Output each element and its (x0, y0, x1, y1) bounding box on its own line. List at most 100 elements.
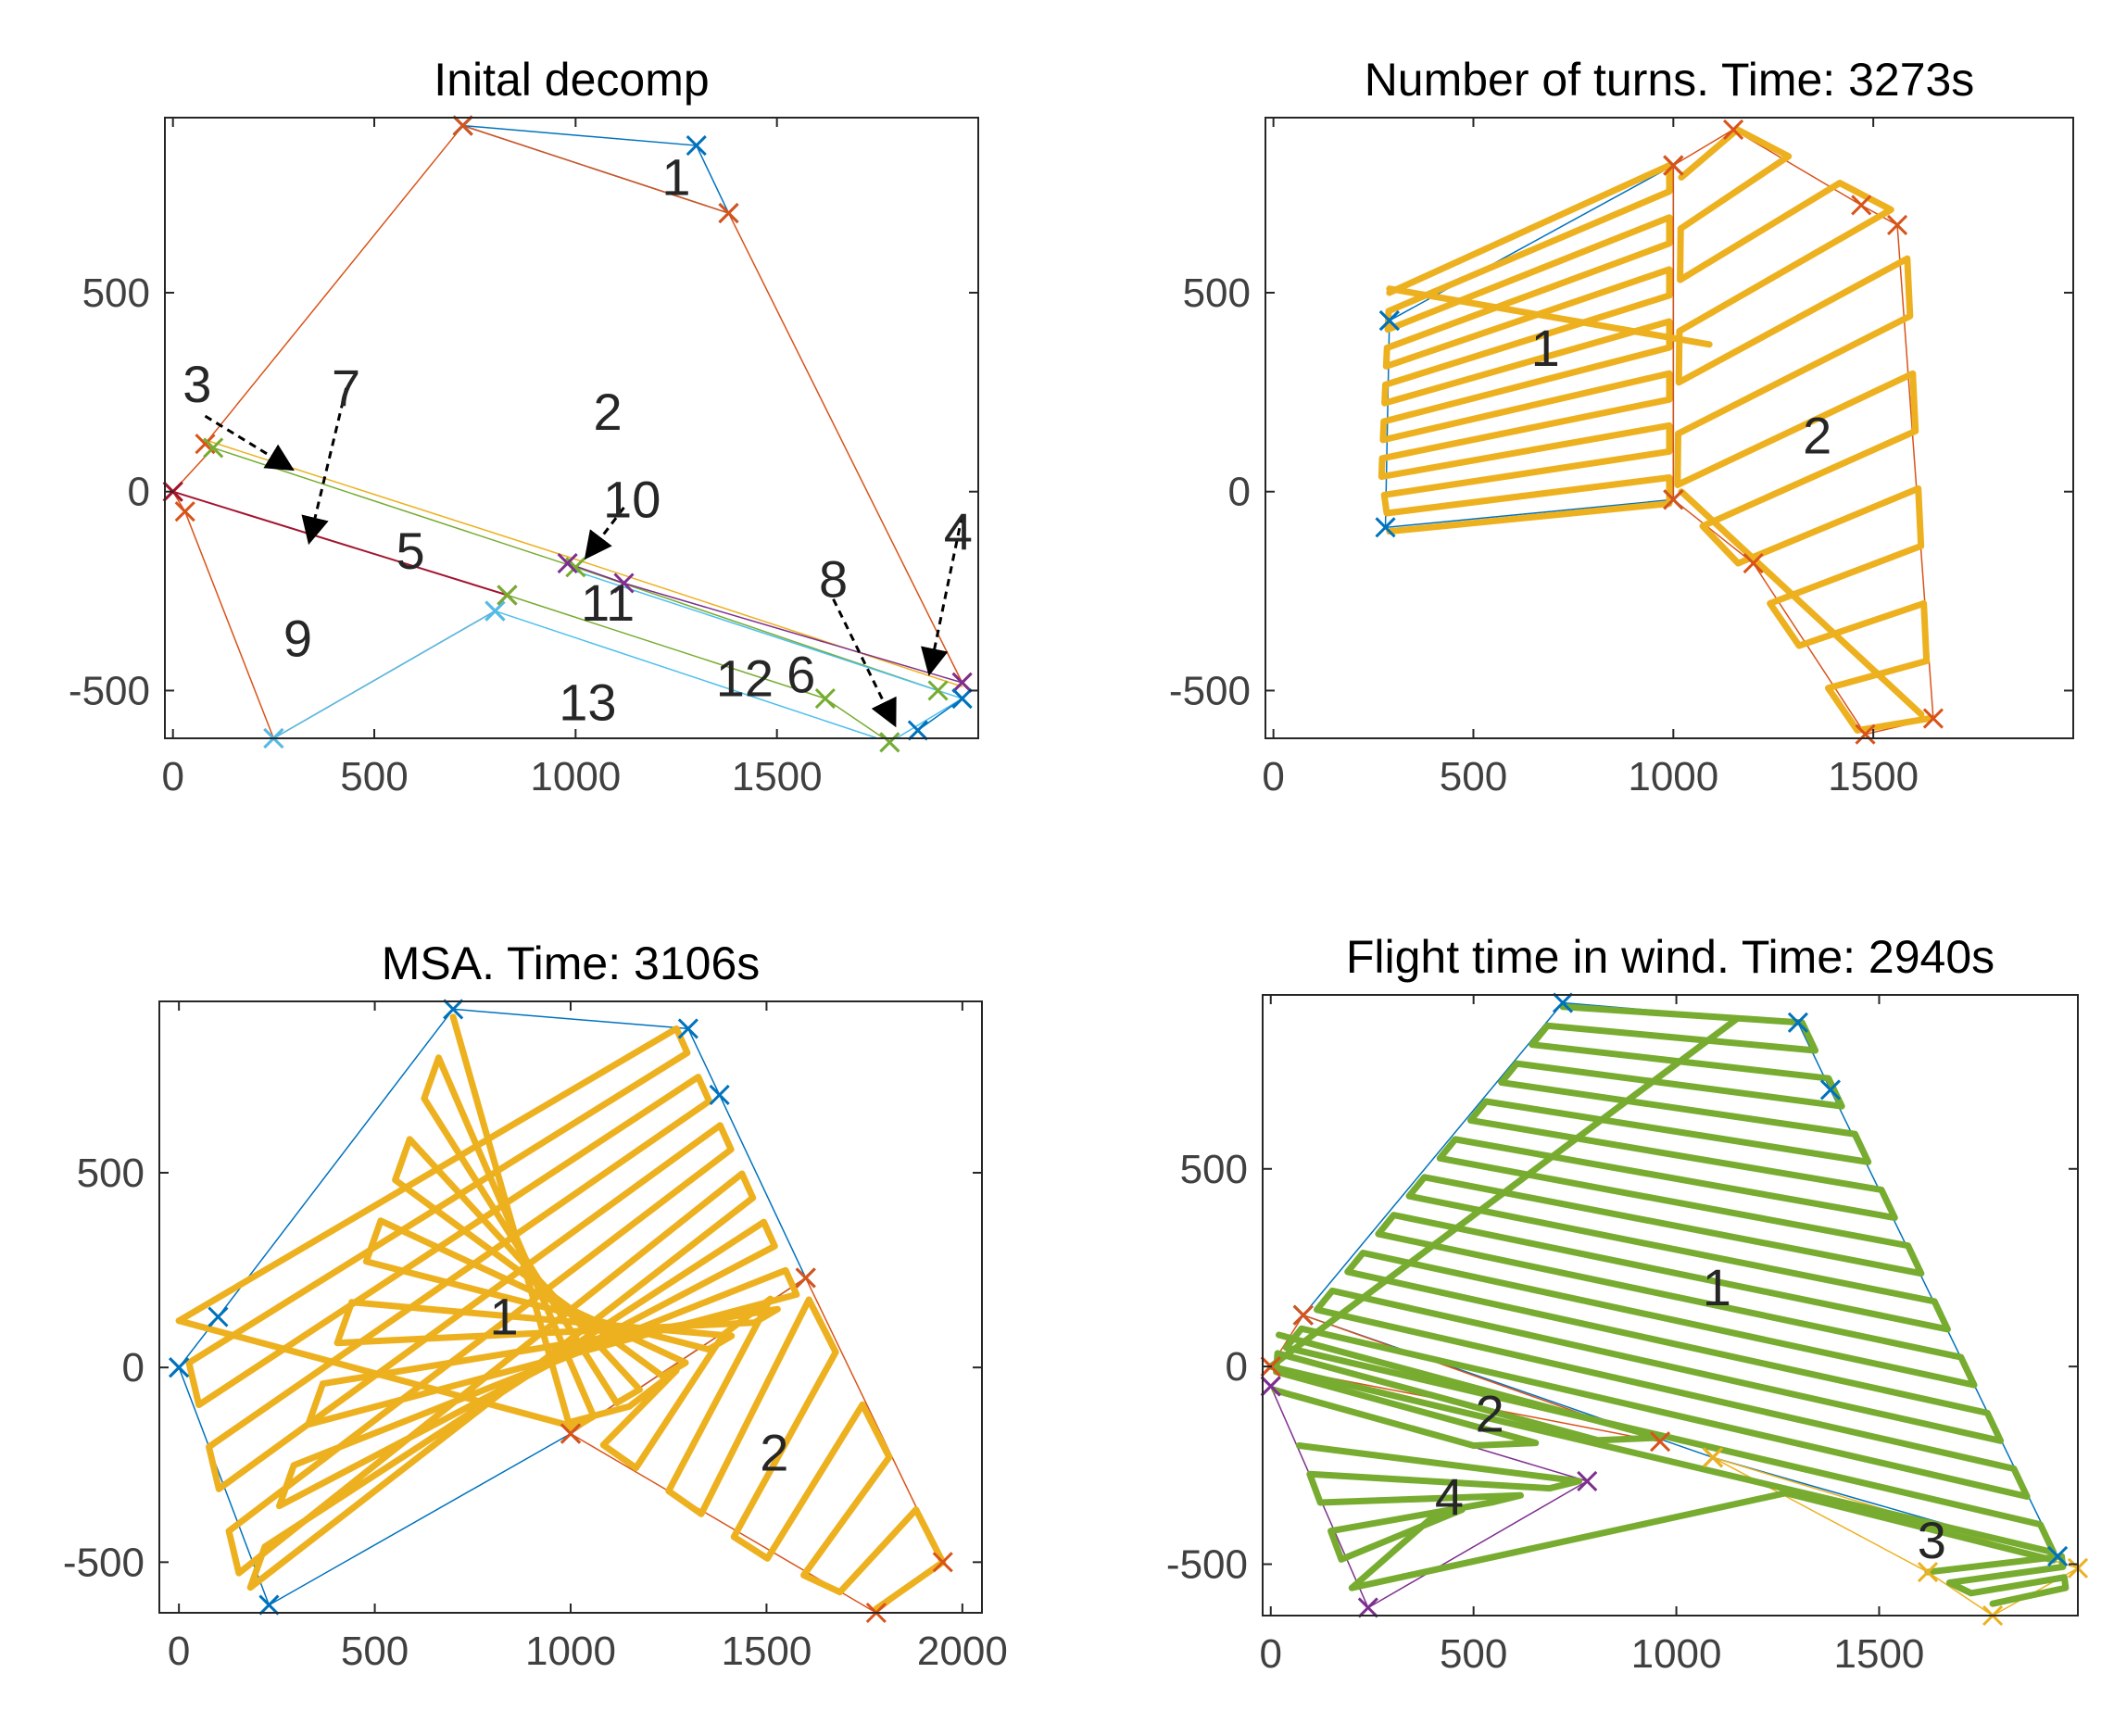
vertex-marker (1552, 992, 1574, 1013)
chart-title: Number of turns. Time: 3273s (1365, 54, 1975, 106)
series-path-1-return (175, 1317, 574, 1429)
vertex-marker (174, 501, 195, 522)
vertex-marker (1787, 1012, 1808, 1033)
vertex-marker (1649, 1431, 1671, 1453)
series-region-9 (171, 490, 497, 738)
chart-msa: MSA. Time: 3106s 1 2 0 500 1000 1500 2000 -500 0 5… (63, 937, 1008, 1674)
x-tick-label: 1000 (525, 1629, 616, 1674)
vertex-marker (879, 732, 900, 753)
y-tick-label: 0 (128, 470, 150, 515)
vertex-marker (1819, 1079, 1841, 1101)
region-label: 2 (1476, 1384, 1504, 1442)
region-label: 5 (396, 522, 425, 580)
chart-flight-time-in-wind: Flight time in wind. Time: 2940s 1 24 3 0 500… (1166, 931, 2089, 1677)
vertex-marker (814, 687, 836, 710)
coverage-path-path-1 (175, 1013, 800, 1591)
vertex-marker (927, 680, 949, 701)
vertex-marker (208, 1306, 229, 1327)
vertex-marker (1917, 1561, 1939, 1583)
x-tick-label: 0 (161, 754, 183, 799)
coverage-path-path-4 (1295, 1441, 1582, 1591)
region-label: 8 (819, 549, 848, 608)
vertex-marker (2047, 1545, 2069, 1567)
series-path-1-return (1386, 285, 1713, 348)
region-label: 1 (490, 1288, 519, 1346)
vertex-marker (932, 1552, 953, 1573)
region-label: 6 (786, 645, 815, 703)
region-label: 2 (594, 383, 623, 441)
region-label: 12 (716, 649, 774, 708)
region-label: 10 (603, 470, 661, 528)
region-label: 9 (283, 610, 312, 668)
region-label: 2 (760, 1424, 788, 1482)
vertex-marker (497, 585, 518, 606)
vertex-marker (951, 687, 973, 710)
vertex-marker (169, 1357, 190, 1378)
x-tick-label: 1000 (530, 754, 621, 799)
x-tick-label: 500 (1440, 754, 1507, 799)
annotation-arrow (584, 506, 625, 560)
vertex-marker (951, 672, 973, 693)
region-label: 1 (1531, 319, 1560, 377)
x-tick-label: 0 (168, 1629, 190, 1674)
vertex-marker (1922, 708, 1944, 729)
x-tick-label: 1500 (732, 754, 823, 799)
vertex-marker (443, 999, 464, 1020)
vertex-marker (1292, 1304, 1314, 1326)
x-tick-label: 0 (1260, 1631, 1282, 1677)
series-cut-g (917, 698, 963, 732)
x-tick-label: 1500 (1828, 754, 1919, 799)
vertex-marker (258, 1594, 280, 1616)
region-label: 13 (559, 673, 616, 731)
y-tick-label: 500 (1183, 270, 1251, 316)
coverage-path-path-1 (1267, 1003, 2057, 1556)
coverage-path-path-2 (567, 1295, 947, 1613)
vertex-marker (1663, 155, 1684, 176)
chart-title: Inital decomp (434, 54, 709, 106)
vertex-marker (709, 1084, 730, 1105)
vertex-marker (1723, 119, 1744, 140)
vertex-marker (686, 135, 707, 157)
region-label: 1 (1703, 1258, 1731, 1316)
region-label: 4 (1435, 1467, 1464, 1526)
vertex-marker (452, 115, 473, 136)
x-tick-label: 500 (1440, 1631, 1507, 1677)
axes-frame (164, 117, 979, 739)
vertex-marker (677, 1018, 698, 1039)
x-tick-label: 1000 (1628, 754, 1718, 799)
y-tick-label: 500 (77, 1151, 145, 1196)
region-label: 4 (944, 502, 973, 560)
vertex-marker (484, 600, 506, 622)
x-tick-label: 1000 (1631, 1631, 1722, 1677)
chart-number-of-turns: Number of turns. Time: 3273s 1 2 0 500 1000 15… (1169, 54, 2074, 799)
y-tick-label: -500 (1166, 1542, 1248, 1588)
y-tick-label: 0 (1228, 470, 1251, 515)
vertex-marker (1886, 214, 1908, 236)
vertex-marker (1378, 309, 1400, 332)
y-tick-label: 0 (1226, 1344, 1248, 1390)
x-tick-label: 500 (340, 754, 408, 799)
series-region-2 (204, 124, 963, 684)
series-path-connect (1348, 1490, 2057, 1591)
chart-title: Flight time in wind. Time: 2940s (1346, 931, 1994, 983)
region-label: 3 (1918, 1511, 1946, 1569)
annotation-arrow (832, 598, 897, 728)
x-tick-label: 0 (1262, 754, 1284, 799)
annotation-arrow (204, 414, 295, 472)
vertex-marker (1851, 195, 1872, 216)
x-tick-label: 500 (341, 1629, 409, 1674)
region-label: 1 (661, 148, 690, 207)
y-tick-label: -500 (1169, 668, 1251, 713)
y-tick-label: 500 (82, 270, 150, 316)
chart-title: MSA. Time: 3106s (382, 937, 761, 989)
region-label: 7 (332, 359, 360, 417)
coverage-path-path-1 (1378, 162, 1673, 535)
y-tick-label: -500 (69, 668, 150, 713)
series-cut-b (171, 490, 509, 597)
annotation-arrow (921, 515, 964, 676)
x-tick-label: 1500 (1834, 1631, 1925, 1677)
coverage-path-path-2 (1271, 1331, 1664, 1449)
coverage-path-path-3 (1924, 1553, 2070, 1607)
y-tick-label: 500 (1180, 1147, 1248, 1192)
